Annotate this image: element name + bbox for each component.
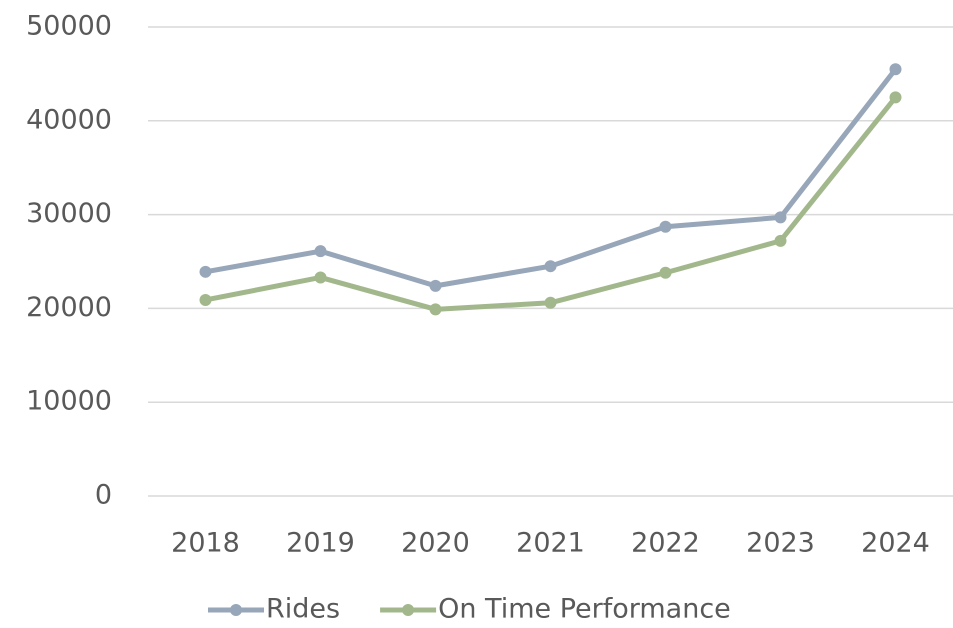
point bbox=[889, 91, 902, 104]
x-tick-label: 2024 bbox=[861, 528, 930, 559]
point bbox=[314, 245, 327, 258]
y-tick-label: 10000 bbox=[26, 386, 112, 417]
point bbox=[429, 303, 442, 316]
legend-marker bbox=[230, 604, 242, 616]
point bbox=[199, 293, 212, 306]
point bbox=[889, 63, 902, 76]
point bbox=[199, 265, 212, 278]
y-tick-label: 30000 bbox=[26, 198, 112, 229]
point bbox=[659, 220, 672, 233]
point bbox=[429, 279, 442, 292]
y-tick-label: 0 bbox=[95, 480, 112, 511]
x-tick-label: 2022 bbox=[631, 528, 700, 559]
x-tick-label: 2023 bbox=[746, 528, 815, 559]
point bbox=[774, 211, 787, 224]
y-tick-label: 40000 bbox=[26, 104, 112, 135]
point bbox=[774, 234, 787, 247]
x-tick-label: 2019 bbox=[286, 528, 355, 559]
legend-label: Rides bbox=[266, 594, 340, 625]
point bbox=[659, 266, 672, 279]
point bbox=[544, 260, 557, 273]
y-tick-label: 50000 bbox=[26, 11, 112, 42]
x-tick-label: 2020 bbox=[401, 528, 470, 559]
point bbox=[544, 296, 557, 309]
x-tick-label: 2021 bbox=[516, 528, 585, 559]
legend-label: On Time Performance bbox=[438, 594, 731, 625]
series-line bbox=[205, 67, 898, 289]
point bbox=[314, 271, 327, 284]
y-tick-label: 20000 bbox=[26, 292, 112, 323]
legend-marker bbox=[402, 604, 415, 616]
x-tick-label: 2018 bbox=[171, 528, 240, 559]
